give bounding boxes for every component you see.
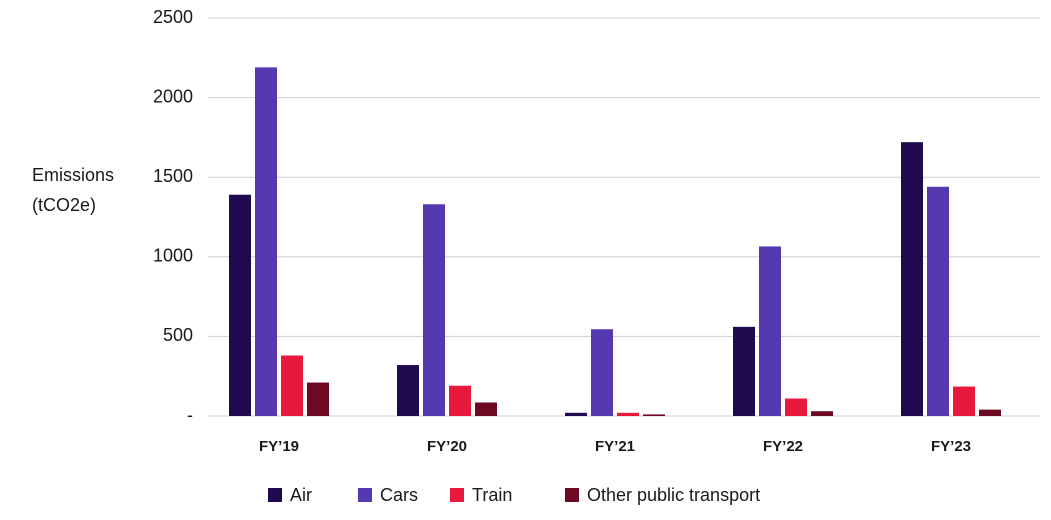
bar — [229, 194, 251, 416]
bar — [953, 386, 975, 416]
bar — [397, 365, 419, 416]
bar — [927, 186, 949, 416]
y-tick-label: 1500 — [153, 166, 193, 186]
x-tick-label: FY’19 — [259, 438, 299, 455]
bar — [901, 142, 923, 416]
bar — [255, 67, 277, 417]
bar — [423, 204, 445, 416]
legend-swatch — [358, 488, 372, 502]
y-tick-label: 500 — [163, 325, 193, 345]
bar — [591, 329, 613, 416]
legend-swatch — [450, 488, 464, 502]
bar — [759, 246, 781, 416]
legend-swatch — [268, 488, 282, 502]
y-tick-label: 2000 — [153, 86, 193, 106]
bar — [565, 412, 587, 416]
y-axis-label: Emissions — [32, 165, 114, 185]
y-tick-label: 2500 — [153, 7, 193, 27]
y-tick-label: - — [187, 405, 193, 425]
legend-label: Train — [472, 485, 512, 505]
x-tick-label: FY’23 — [931, 438, 971, 455]
y-tick-label: 1000 — [153, 246, 193, 266]
bar — [617, 412, 639, 416]
x-tick-label: FY’22 — [763, 438, 803, 455]
bar — [307, 382, 329, 416]
legend-label: Air — [290, 485, 312, 505]
bar — [979, 409, 1001, 416]
bar — [281, 355, 303, 416]
x-tick-label: FY’21 — [595, 438, 635, 455]
x-tick-label: FY’20 — [427, 438, 467, 455]
y-axis-label: (tCO2e) — [32, 195, 96, 215]
legend-swatch — [565, 488, 579, 502]
bar — [475, 402, 497, 416]
bar — [449, 385, 471, 416]
bar — [643, 414, 665, 416]
legend-label: Other public transport — [587, 485, 760, 505]
bar — [733, 326, 755, 416]
bar — [785, 398, 807, 416]
legend-label: Cars — [380, 485, 418, 505]
bar — [811, 411, 833, 416]
